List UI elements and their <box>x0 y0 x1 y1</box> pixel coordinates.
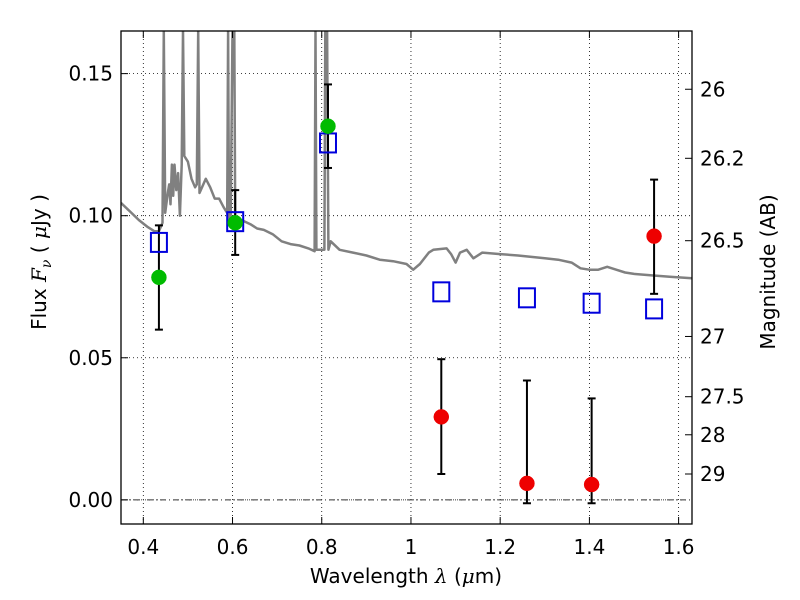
right-tick-label: 26 <box>700 77 725 101</box>
model-square-marker <box>226 211 245 233</box>
upper-band-point <box>433 409 450 425</box>
x-axis-label: Wavelength λ (μm) <box>310 564 502 588</box>
model-squares <box>149 132 664 320</box>
x-tick-label: 0.8 <box>306 535 338 559</box>
model-square-marker <box>582 292 601 314</box>
plot-frame <box>120 30 693 525</box>
right-tick-label: 26.5 <box>700 229 745 253</box>
data-points <box>151 118 662 493</box>
axis-ticks: 0.4 0.6 0.8 1 1.2 1.4 1.6 0.00 0.05 0.10 0.15 26 26.… <box>68 31 745 559</box>
y-axis-label: Flux Fν ( μJy ) <box>27 194 55 330</box>
y-tick-label: 0.10 <box>68 204 113 228</box>
grid-lines <box>121 31 692 524</box>
detections-point <box>227 215 243 231</box>
x-tick-label: 1.4 <box>573 535 605 559</box>
detections-point <box>320 118 336 134</box>
right-tick-label: 27 <box>700 324 725 348</box>
right-tick-label: 28 <box>700 423 725 447</box>
x-tick-label: 0.4 <box>127 535 159 559</box>
right-tick-label: 29 <box>700 462 725 486</box>
model-sed-curve <box>121 31 692 280</box>
model-square-marker <box>517 287 536 309</box>
y-tick-label: 0.05 <box>68 346 113 370</box>
model-square-marker <box>645 298 664 320</box>
right-tick-label: 26.2 <box>700 146 745 170</box>
y-tick-label: 0.15 <box>68 62 113 86</box>
y-tick-label: 0.00 <box>68 488 113 512</box>
y-axis-right-label: Magnitude (AB) <box>756 194 780 349</box>
upper-band-point <box>519 475 535 492</box>
model-square-marker <box>149 231 168 253</box>
upper-band-point <box>583 476 600 493</box>
x-tick-label: 0.6 <box>217 535 249 559</box>
model-sed-path <box>121 31 692 280</box>
upper-band-point <box>646 228 662 244</box>
right-tick-label: 27.5 <box>700 385 745 409</box>
x-tick-label: 1.2 <box>484 535 516 559</box>
x-tick-label: 1 <box>405 535 418 559</box>
model-square-marker <box>432 281 451 303</box>
detections-point <box>151 269 167 286</box>
x-tick-label: 1.6 <box>663 535 695 559</box>
